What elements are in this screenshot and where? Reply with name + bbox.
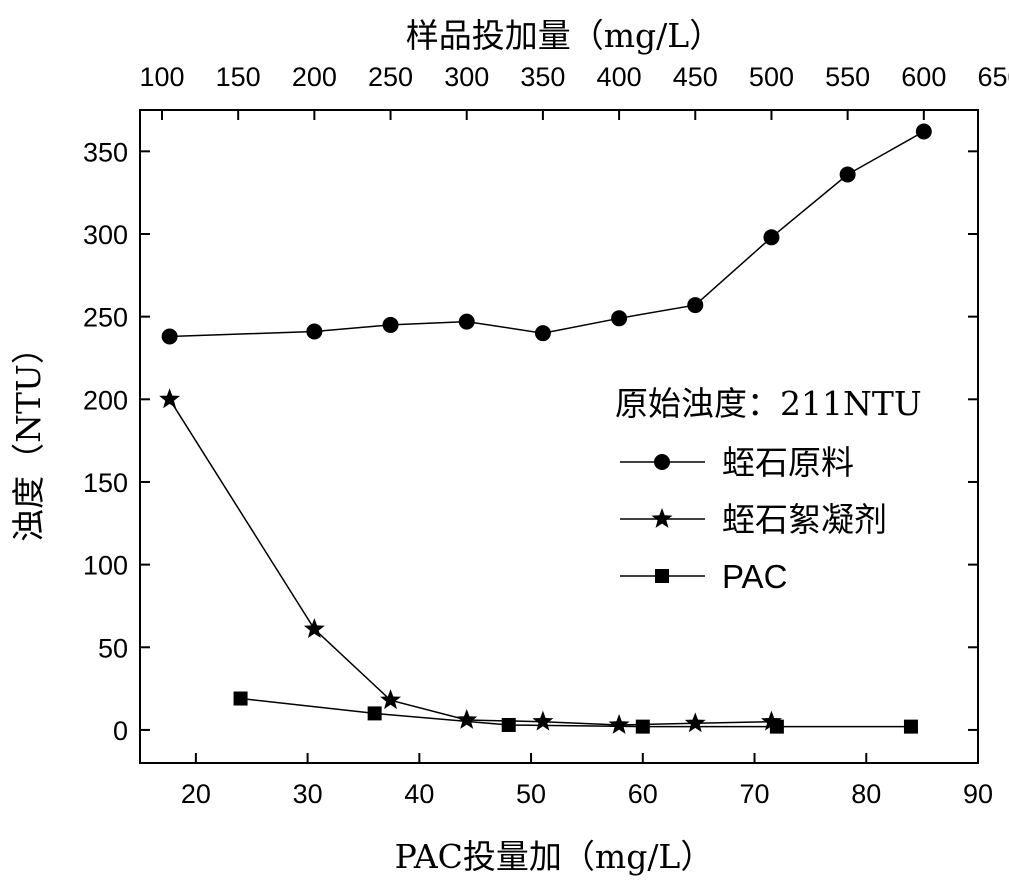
legend-entry: 蛭石絮凝剂 (620, 500, 887, 539)
x-tick-label: 20 (181, 779, 211, 809)
series-line (169, 130, 925, 338)
y-tick-label: 50 (98, 633, 128, 663)
data-point (161, 328, 178, 345)
y-tick-label: 250 (83, 303, 128, 333)
data-point (458, 313, 475, 330)
y-tick-label: 200 (83, 385, 128, 415)
data-point (687, 297, 704, 314)
data-point (608, 713, 630, 734)
x-tick-label: 30 (293, 779, 323, 809)
data-point (684, 712, 706, 733)
x2-tick-label: 500 (749, 62, 794, 92)
data-point (534, 325, 551, 342)
x2-tick-label: 200 (292, 62, 337, 92)
x2-tick-label: 650 (977, 62, 1009, 92)
data-point (611, 310, 628, 327)
series-2 (159, 388, 782, 734)
data-point (763, 229, 780, 246)
y-tick-label: 150 (83, 468, 128, 498)
x-tick-label: 80 (851, 779, 881, 809)
legend-marker (655, 569, 669, 583)
legend-marker (654, 454, 670, 470)
data-point (903, 719, 918, 734)
data-point (635, 719, 650, 734)
series-layer (159, 123, 932, 734)
series-1 (161, 123, 932, 345)
bottom-axis-title: PAC投量加（mg/L） (395, 837, 714, 876)
top-axis-title: 样品投加量（mg/L） (406, 16, 722, 55)
legend-title: 原始浊度：211NTU (615, 384, 922, 423)
data-point (306, 323, 323, 340)
legend-label: 蛭石絮凝剂 (722, 500, 887, 539)
data-point (839, 166, 856, 183)
x-tick-label: 60 (628, 779, 658, 809)
data-point (380, 689, 402, 710)
x-tick-label: 90 (963, 779, 993, 809)
series-line (168, 398, 772, 726)
data-point (367, 706, 382, 721)
data-point (233, 691, 248, 706)
y-tick-label: 350 (83, 137, 128, 167)
axis-ticks: 20 30 40 50 60 70 80 90 100 150 200 250 300 350 400 450… (83, 62, 1009, 809)
data-point (532, 710, 554, 731)
x2-tick-label: 250 (368, 62, 413, 92)
plot-frame (139, 109, 979, 764)
data-point (303, 618, 325, 638)
legend-label: 蛭石原料 (722, 443, 854, 482)
y-tick-label: 100 (83, 551, 128, 581)
legend-marker (651, 508, 673, 528)
legend-entry: 蛭石原料 (620, 443, 854, 482)
series-line (240, 697, 911, 728)
x-tick-label: 50 (516, 779, 546, 809)
data-point (456, 709, 478, 729)
y-tick-label: 300 (83, 220, 128, 250)
data-point (159, 388, 181, 409)
data-point (769, 719, 784, 734)
series-3 (233, 691, 918, 734)
x2-tick-label: 600 (901, 62, 946, 92)
x2-tick-label: 300 (444, 62, 489, 92)
x2-tick-label: 350 (520, 62, 565, 92)
legend-entry: PAC (620, 558, 787, 595)
data-point (915, 123, 932, 140)
x2-tick-label: 100 (139, 62, 184, 92)
legend-label: PAC (722, 558, 787, 595)
x2-tick-label: 550 (825, 62, 870, 92)
y-axis-title: 浊度（NTU） (9, 331, 48, 542)
x2-tick-label: 150 (216, 62, 261, 92)
x-tick-label: 70 (740, 779, 770, 809)
x2-tick-label: 400 (597, 62, 642, 92)
y-tick-label: 0 (113, 716, 128, 746)
x-tick-label: 40 (404, 779, 434, 809)
x2-tick-label: 450 (673, 62, 718, 92)
data-point (382, 316, 399, 333)
data-point (501, 717, 516, 732)
